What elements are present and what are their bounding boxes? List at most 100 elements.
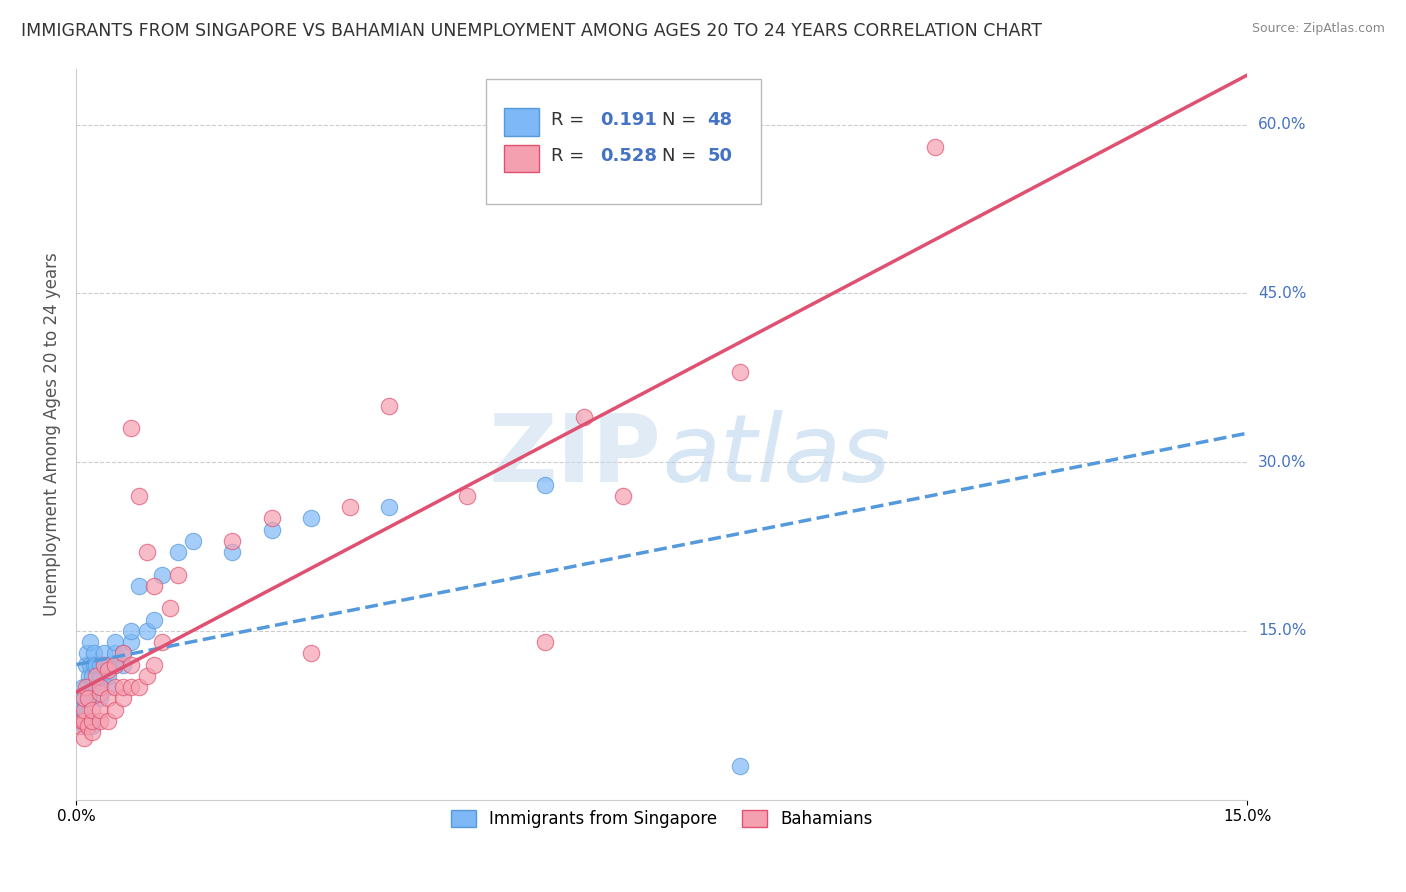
- Point: [112, 646, 135, 660]
- Point: [112, 680, 135, 694]
- Point: [80, 714, 103, 728]
- Point: [728, 759, 751, 773]
- Point: [73, 702, 96, 716]
- Point: [299, 511, 322, 525]
- Point: [89, 714, 111, 728]
- Point: [128, 680, 150, 694]
- Text: 30.0%: 30.0%: [1258, 455, 1306, 469]
- Point: [135, 669, 157, 683]
- Point: [89, 702, 111, 716]
- Point: [73, 714, 96, 728]
- Point: [89, 669, 111, 683]
- Point: [159, 601, 181, 615]
- Point: [80, 669, 103, 683]
- Point: [120, 421, 142, 435]
- Point: [128, 489, 150, 503]
- FancyBboxPatch shape: [486, 79, 761, 203]
- Point: [135, 624, 157, 638]
- Point: [75, 680, 97, 694]
- Point: [76, 646, 98, 660]
- Point: [93, 646, 115, 660]
- Point: [120, 680, 142, 694]
- Text: 45.0%: 45.0%: [1258, 286, 1306, 301]
- FancyBboxPatch shape: [503, 145, 538, 172]
- Point: [73, 708, 96, 723]
- Point: [728, 365, 751, 379]
- Point: [73, 731, 96, 745]
- Point: [120, 635, 142, 649]
- Point: [77, 691, 100, 706]
- Point: [150, 567, 173, 582]
- Point: [69, 719, 91, 733]
- Point: [135, 545, 157, 559]
- FancyBboxPatch shape: [503, 108, 538, 136]
- Point: [80, 719, 103, 733]
- Point: [84, 669, 107, 683]
- Point: [97, 691, 120, 706]
- Point: [104, 657, 127, 672]
- Text: atlas: atlas: [662, 410, 890, 501]
- Point: [80, 702, 103, 716]
- Point: [456, 489, 478, 503]
- Point: [84, 680, 107, 694]
- Text: 50: 50: [707, 147, 733, 165]
- Point: [97, 663, 120, 677]
- Legend: Immigrants from Singapore, Bahamians: Immigrants from Singapore, Bahamians: [444, 804, 880, 835]
- Point: [79, 657, 101, 672]
- Text: 0.191: 0.191: [600, 111, 657, 128]
- Point: [80, 680, 103, 694]
- Text: N =: N =: [662, 111, 702, 128]
- Point: [73, 691, 96, 706]
- Point: [97, 657, 120, 672]
- Point: [339, 500, 361, 515]
- Point: [80, 725, 103, 739]
- Point: [104, 635, 127, 649]
- Text: IMMIGRANTS FROM SINGAPORE VS BAHAMIAN UNEMPLOYMENT AMONG AGES 20 TO 24 YEARS COR: IMMIGRANTS FROM SINGAPORE VS BAHAMIAN UN…: [21, 22, 1042, 40]
- Point: [89, 686, 111, 700]
- Point: [77, 680, 100, 694]
- Point: [112, 657, 135, 672]
- Point: [533, 477, 555, 491]
- Point: [299, 646, 322, 660]
- Text: N =: N =: [662, 147, 702, 165]
- Point: [377, 500, 399, 515]
- Point: [104, 702, 127, 716]
- Point: [612, 489, 634, 503]
- Point: [70, 714, 93, 728]
- Point: [97, 714, 120, 728]
- Point: [533, 635, 555, 649]
- Point: [89, 680, 111, 694]
- Point: [77, 669, 100, 683]
- Point: [83, 657, 105, 672]
- Point: [260, 523, 283, 537]
- Text: Source: ZipAtlas.com: Source: ZipAtlas.com: [1251, 22, 1385, 36]
- Point: [104, 680, 127, 694]
- Point: [93, 657, 115, 672]
- Text: 60.0%: 60.0%: [1258, 117, 1306, 132]
- Point: [221, 533, 243, 548]
- Point: [143, 657, 166, 672]
- Point: [166, 545, 188, 559]
- Point: [120, 657, 142, 672]
- Point: [84, 657, 107, 672]
- Point: [104, 646, 127, 660]
- Point: [112, 646, 135, 660]
- Point: [572, 410, 595, 425]
- Point: [128, 579, 150, 593]
- Point: [143, 579, 166, 593]
- Point: [104, 657, 127, 672]
- Point: [166, 567, 188, 582]
- Point: [260, 511, 283, 525]
- Point: [73, 714, 96, 728]
- Point: [89, 657, 111, 672]
- Point: [89, 691, 111, 706]
- Point: [112, 691, 135, 706]
- Point: [221, 545, 243, 559]
- Text: R =: R =: [551, 111, 589, 128]
- Point: [183, 533, 205, 548]
- Point: [70, 691, 93, 706]
- Text: ZIP: ZIP: [489, 410, 662, 502]
- Point: [89, 680, 111, 694]
- Point: [69, 702, 91, 716]
- Text: 15.0%: 15.0%: [1258, 624, 1306, 639]
